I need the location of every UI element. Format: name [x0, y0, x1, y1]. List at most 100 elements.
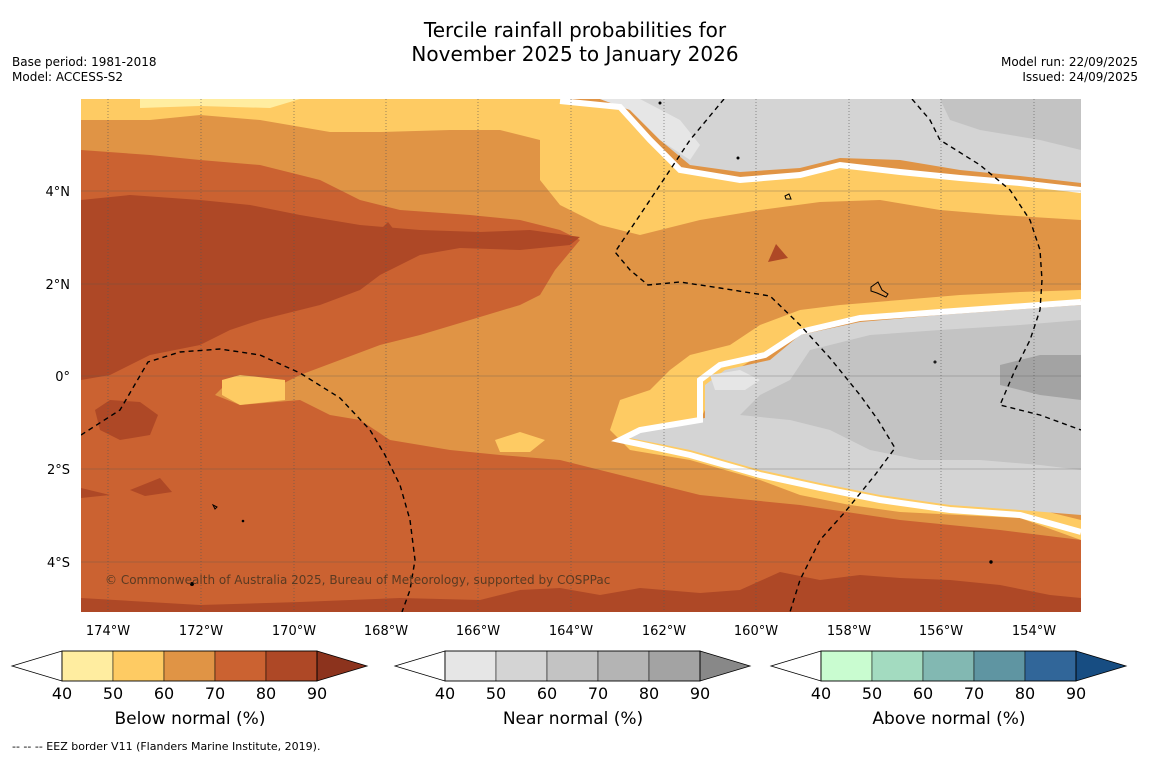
- chart-title: Tercile rainfall probabilities for Novem…: [0, 18, 1150, 66]
- colorbar-below-min-triangle: [10, 650, 63, 682]
- colorbar-below-segment: [214, 650, 267, 682]
- colorbar-below-segment: [112, 650, 165, 682]
- zone-below-40: [140, 99, 300, 108]
- colorbar-near-tick: 70: [588, 684, 608, 703]
- colorbar-near-tick: 40: [435, 684, 455, 703]
- zone-below-80-south: [81, 572, 1081, 612]
- colorbar-label-above: Above normal (%): [872, 709, 1026, 729]
- model-name: Model: ACCESS-S2: [12, 70, 124, 84]
- colorbar-near-segment: [546, 650, 599, 682]
- colorbar-near-min-triangle: [393, 650, 446, 682]
- colorbar-above-min-triangle: [769, 650, 822, 682]
- colorbar-above-tick: 60: [913, 684, 933, 703]
- model-run: Model run: 22/09/2025: [1000, 55, 1138, 69]
- colorbar-below-max-triangle: [316, 650, 369, 682]
- colorbar-near-tick: 60: [537, 684, 557, 703]
- colorbar-near-max-triangle: [699, 650, 752, 682]
- colorbar-above-max-triangle: [1075, 650, 1128, 682]
- colorbar-near-tick: 90: [690, 684, 710, 703]
- zone-near-se-light: [710, 370, 760, 390]
- title-line-1: Tercile rainfall probabilities for: [423, 18, 727, 42]
- zone-below-80-sw: [81, 488, 110, 498]
- zone-below-80-dot2: [768, 244, 788, 262]
- colorbar-label-near: Near normal (%): [502, 709, 644, 729]
- eez-footnote: -- -- -- EEZ border V11 (Flanders Marine…: [12, 740, 321, 753]
- issued-date: Issued: 24/09/2025: [1022, 70, 1138, 84]
- colorbar-near-segment: [495, 650, 548, 682]
- zone-near-ne-light: [560, 99, 700, 160]
- colorbar-below-tick: 50: [103, 684, 123, 703]
- meta-left: Base period: 1981-2018 Model: ACCESS-S2: [12, 55, 157, 85]
- zone-below-80-west: [81, 195, 580, 380]
- lon-label-154w: 154°W: [1012, 624, 1056, 639]
- zone-below-50-patch2: [222, 375, 285, 405]
- colorbar-below-tick: 60: [154, 684, 174, 703]
- colorbar-above-segment: [973, 650, 1026, 682]
- lon-label-156w: 156°W: [919, 624, 963, 639]
- lat-label-4s: 4°S: [47, 556, 70, 571]
- title-line-2: November 2025 to January 2026: [411, 42, 739, 66]
- lon-label-172w: 172°W: [179, 624, 223, 639]
- boundary-north: [559, 99, 1081, 193]
- zone-below-80-patch: [95, 400, 158, 440]
- lat-label-0: 0°: [55, 370, 70, 385]
- colorbar-near-tick: 80: [639, 684, 659, 703]
- zone-below-50-north: [81, 99, 1081, 235]
- colorbar-below-segment: [163, 650, 216, 682]
- colorbar-above-outline: [820, 650, 1077, 682]
- colorbar-below-tick: 90: [307, 684, 327, 703]
- eez-borders: [81, 99, 1081, 612]
- colorbar-near-segment: [648, 650, 701, 682]
- colorbar-below-outline: [61, 650, 318, 682]
- colorbars: 40 50 60 70 80 90 40 50 60 70 80 90 40 50 60 70 80 90: [10, 650, 1128, 703]
- colorbar-below-tick: 80: [256, 684, 276, 703]
- zone-below-50-east: [610, 290, 1081, 540]
- colorbar-below-segment: [61, 650, 114, 682]
- lon-label-158w: 158°W: [827, 624, 871, 639]
- zone-near-ne-dark: [940, 99, 1081, 150]
- colorbar-above-segment: [1024, 650, 1077, 682]
- lon-labels: 174°W 172°W 170°W 168°W 166°W 164°W 162°…: [86, 624, 1056, 639]
- colorbar-below-tick: 40: [52, 684, 72, 703]
- colorbar-above-tick: 50: [862, 684, 882, 703]
- colorbar-below-segment: [265, 650, 318, 682]
- zone-below-80-dot: [378, 222, 398, 243]
- lon-label-170w: 170°W: [272, 624, 316, 639]
- colorbar-above-segment: [871, 650, 924, 682]
- colorbar-below-tick: 70: [205, 684, 225, 703]
- zone-near-se-darker: [1000, 355, 1081, 400]
- base-period: Base period: 1981-2018: [12, 55, 157, 69]
- colorbar-above-segment: [820, 650, 873, 682]
- colorbar-near-outline: [444, 650, 701, 682]
- islands: [190, 101, 993, 586]
- lat-labels: 4°N 2°N 0° 2°S 4°S: [46, 185, 71, 571]
- colorbar-above-segment: [922, 650, 975, 682]
- colorbar-near: 40 50 60 70 80 90: [393, 650, 752, 703]
- map-lat-lines: [81, 190, 1081, 563]
- zone-below-50-patch: [495, 432, 545, 452]
- lon-label-164w: 164°W: [549, 624, 593, 639]
- colorbar-above-tick: 90: [1066, 684, 1086, 703]
- lat-label-2s: 2°S: [47, 463, 70, 478]
- colorbar-above-tick: 80: [1015, 684, 1035, 703]
- lon-label-162w: 162°W: [642, 624, 686, 639]
- colorbar-above-tick: 70: [964, 684, 984, 703]
- lat-label-2n: 2°N: [46, 278, 71, 293]
- zone-near-se-dark: [740, 320, 1081, 470]
- colorbar-label-below: Below normal (%): [114, 709, 266, 729]
- boundary-south: [611, 299, 1081, 535]
- lon-label-174w: 174°W: [86, 624, 130, 639]
- colorbar-above-tick: 40: [811, 684, 831, 703]
- colorbar-near-segment: [444, 650, 497, 682]
- lat-label-4n: 4°N: [46, 185, 71, 200]
- meta-right: Model run: 22/09/2025 Issued: 24/09/2025: [1001, 55, 1138, 85]
- map-copyright: © Commonwealth of Australia 2025, Bureau…: [105, 573, 610, 587]
- lon-label-160w: 160°W: [734, 624, 778, 639]
- zone-below-80-sw2: [130, 478, 172, 496]
- colorbar-below: 40 50 60 70 80 90: [10, 650, 369, 703]
- map-fill: [81, 99, 1081, 612]
- colorbar-above: 40 50 60 70 80 90: [769, 650, 1128, 703]
- lon-label-166w: 166°W: [456, 624, 500, 639]
- lon-label-168w: 168°W: [364, 624, 408, 639]
